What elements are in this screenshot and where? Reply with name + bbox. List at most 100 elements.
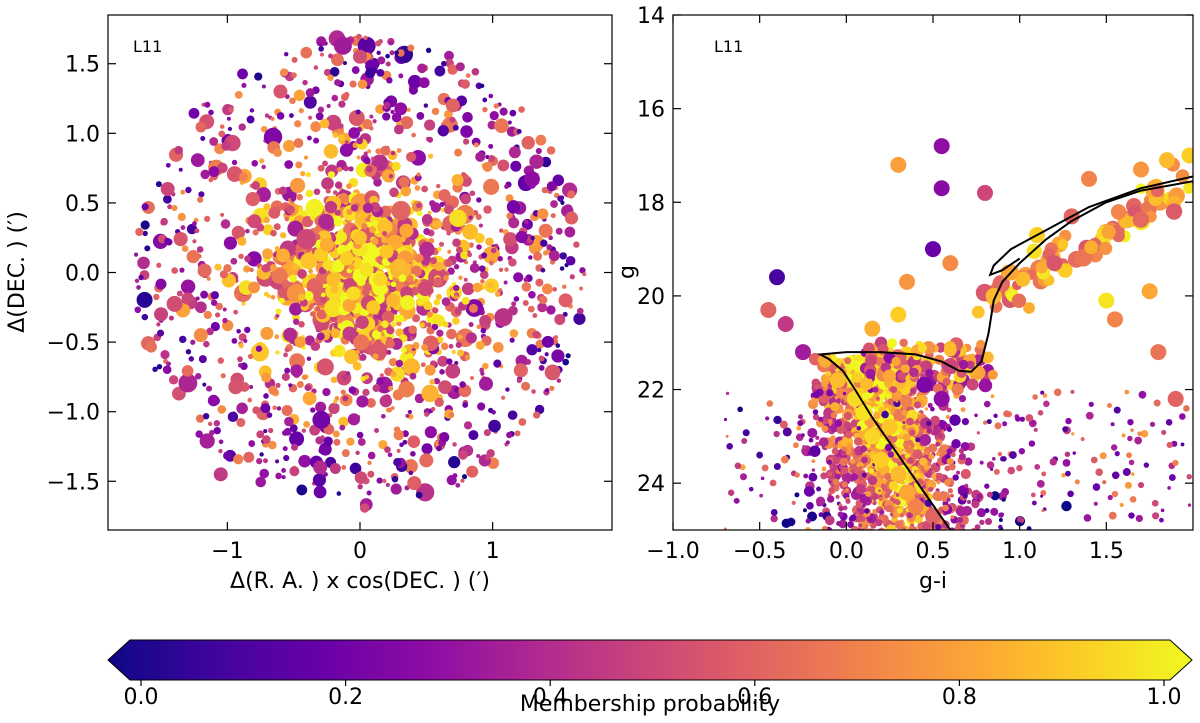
- star-point: [1042, 393, 1048, 398]
- star-point: [507, 120, 512, 125]
- star-point: [925, 507, 941, 524]
- isochrone-branch-curve: [988, 175, 1193, 277]
- star-point: [838, 505, 844, 512]
- star-point: [865, 368, 876, 380]
- star-point: [964, 457, 973, 466]
- star-point: [376, 377, 384, 385]
- star-point: [372, 272, 387, 287]
- star-point: [990, 394, 995, 399]
- star-point: [323, 144, 339, 159]
- star-point: [275, 382, 281, 388]
- y-tick-label: 1.5: [65, 53, 100, 78]
- star-point: [978, 378, 993, 393]
- star-point: [1057, 263, 1073, 278]
- star-point: [993, 413, 998, 418]
- star-point: [488, 154, 496, 162]
- star-point: [445, 363, 461, 379]
- star-point: [459, 381, 466, 388]
- star-point: [1127, 435, 1133, 442]
- star-point: [379, 205, 392, 218]
- star-point: [884, 443, 893, 452]
- star-point: [443, 275, 449, 281]
- star-point: [802, 444, 807, 450]
- star-point: [275, 313, 280, 318]
- star-point: [322, 259, 334, 271]
- star-point: [385, 338, 395, 349]
- star-point: [928, 443, 938, 453]
- star-point: [906, 417, 914, 426]
- star-point: [223, 451, 232, 460]
- star-point: [505, 194, 514, 203]
- star-point: [505, 387, 510, 392]
- star-point: [356, 395, 369, 408]
- star-point: [438, 380, 452, 395]
- star-point: [328, 53, 334, 59]
- star-point: [305, 88, 315, 98]
- star-point: [249, 108, 255, 113]
- star-point: [1019, 416, 1025, 422]
- star-point: [340, 389, 346, 395]
- star-point: [499, 228, 504, 233]
- star-point: [895, 523, 900, 528]
- star-point: [261, 84, 266, 89]
- star-point: [1110, 422, 1115, 427]
- star-point: [475, 340, 485, 350]
- star-point: [281, 372, 290, 381]
- star-point: [573, 241, 580, 248]
- star-point: [850, 473, 858, 481]
- star-point: [399, 223, 414, 238]
- star-point: [382, 112, 391, 121]
- star-point: [507, 410, 518, 420]
- star-point: [261, 372, 272, 383]
- star-point: [379, 373, 384, 378]
- star-point: [332, 430, 340, 438]
- star-point: [452, 442, 457, 447]
- star-point: [185, 349, 192, 355]
- star-point: [902, 420, 906, 425]
- star-point: [414, 185, 421, 191]
- star-point: [236, 328, 241, 334]
- star-point: [915, 529, 920, 530]
- star-point: [1015, 416, 1021, 422]
- star-point: [359, 353, 367, 361]
- star-point: [917, 343, 927, 353]
- star-point: [466, 465, 479, 478]
- star-point: [307, 115, 313, 120]
- star-point: [289, 113, 294, 118]
- star-point: [1041, 471, 1047, 477]
- star-point: [479, 83, 485, 89]
- star-point: [497, 255, 503, 262]
- star-point: [1035, 261, 1048, 274]
- star-point: [841, 446, 848, 452]
- star-point: [192, 221, 197, 227]
- star-point: [899, 513, 904, 518]
- star-point: [305, 172, 311, 178]
- star-point: [458, 275, 463, 280]
- star-point: [1165, 203, 1183, 220]
- star-point: [499, 107, 508, 116]
- star-point: [260, 403, 271, 414]
- star-point: [218, 130, 226, 138]
- star-point: [408, 325, 417, 334]
- star-point: [460, 478, 465, 483]
- star-point: [484, 454, 491, 461]
- star-point: [509, 329, 519, 338]
- star-point: [832, 478, 840, 486]
- star-point: [233, 309, 239, 315]
- star-point: [922, 532, 926, 536]
- star-point: [826, 389, 834, 397]
- star-point: [488, 143, 494, 149]
- right-x-axis-label: g-i: [919, 569, 947, 594]
- star-point: [987, 369, 998, 380]
- star-point: [476, 244, 482, 250]
- star-point: [535, 134, 547, 146]
- star-point: [806, 501, 814, 510]
- star-point: [424, 119, 436, 131]
- star-point: [445, 305, 451, 311]
- star-point: [881, 410, 889, 419]
- star-point: [546, 244, 553, 250]
- star-point: [171, 267, 178, 274]
- star-point: [981, 351, 994, 364]
- star-point: [417, 63, 427, 74]
- star-point: [447, 64, 458, 75]
